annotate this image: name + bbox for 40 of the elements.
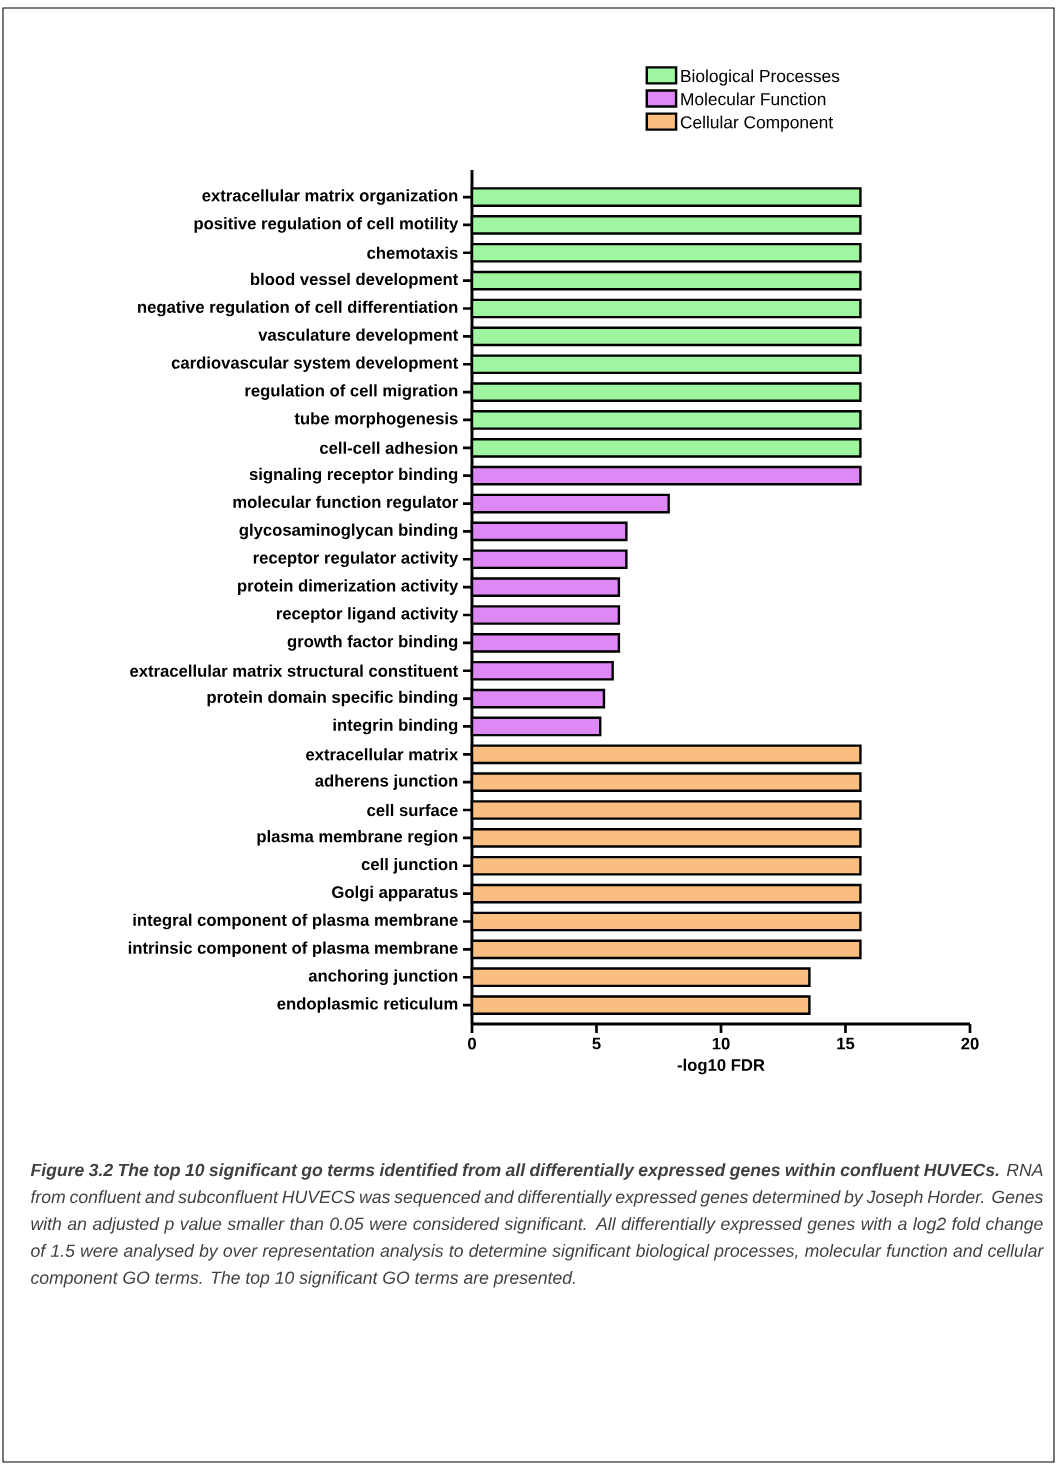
y-tick-label: receptor regulator activity [253,551,459,568]
x-tick-label: 5 [592,1037,601,1050]
x-axis-title: -log10 FDR [677,1058,765,1075]
y-tick-label: negative regulation of cell differentiation [138,300,458,317]
y-tick-label: cardiovascular system development [171,356,459,372]
y-tick-label: intrinsic component of plasma membrane [128,941,458,958]
y-tick-label: endoplasmic reticulum [277,997,458,1013]
y-tick-label: protein domain specific binding [207,690,458,707]
x-tick-label: 20 [961,1037,979,1050]
legend-label: Biological Processes [681,69,840,86]
y-tick-label: extracellular matrix [306,748,459,761]
legend-label: Cellular Component [680,115,833,132]
y-tick-label: molecular function regulator [233,495,459,512]
y-tick-label: glycosaminoglycan binding [239,523,458,540]
y-tick-label: growth factor binding [287,635,458,651]
y-tick-label: extracellular matrix organization [202,189,458,205]
y-tick-label: cell-cell adhesion [319,441,458,454]
y-tick-label: tube morphogenesis [294,412,458,428]
y-tick-label: cell surface [367,803,458,817]
x-tick-label: 0 [468,1037,476,1050]
y-tick-label: chemotaxis [367,246,458,259]
y-tick-label: signaling receptor binding [249,467,458,484]
x-tick-label: 10 [712,1037,730,1050]
x-tick-label: 15 [837,1037,855,1050]
y-tick-label: cell junction [361,857,458,874]
text: Figure 3.2 The top 10 significant go terms identified from all differentially expressed genes within confluent HUVECs. RNA from confluent and subconfluent HUVECS was sequenced and differentially expressed genes determined by Joseph Horder. Genes with an adjusted p value smaller than 0.05 were considered significant. All differentially expressed genes with a log2 fold change of 1.5 were analysed by over representation analysis to determine significant biological processes, molecular function and cellular component GO terms. The top 10 significant GO terms are presented. [30,1163,1044,1288]
y-tick-label: integrin binding [333,718,458,735]
legend-label: Molecular Function [681,92,826,106]
y-tick-label: plasma membrane region [257,830,458,846]
y-tick-label: receptor ligand activity [276,607,459,623]
y-tick-label: adherens junction [315,774,458,790]
y-tick-label: anchoring junction [308,969,458,986]
y-tick-label: integral component of plasma membrane [133,913,458,930]
y-tick-label: protein dimerization activity [238,579,459,595]
y-tick-label: regulation of cell migration [245,384,458,400]
y-tick-label: blood vessel development [251,272,459,289]
y-tick-label: positive regulation of cell motility [194,217,459,233]
y-tick-label: Golgi apparatus [332,885,458,902]
y-tick-label: extracellular matrix structural constituent [130,664,459,677]
y-tick-label: vasculature development [258,328,459,345]
